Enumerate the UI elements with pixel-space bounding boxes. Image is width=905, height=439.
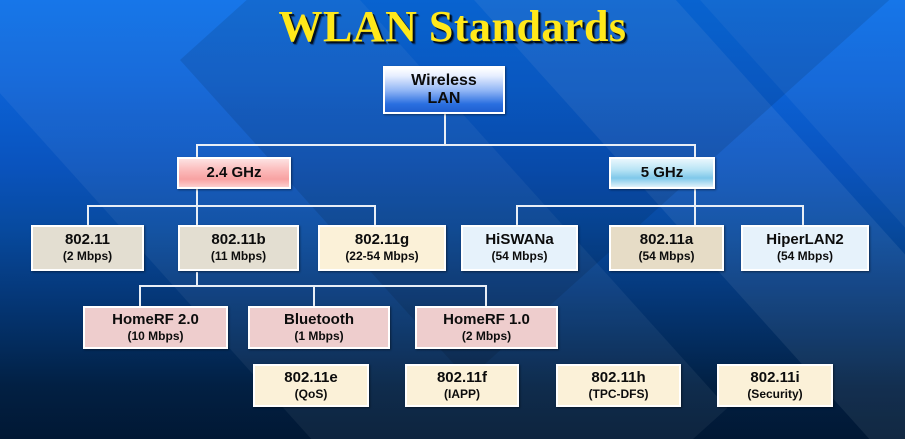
- node-802-11a[interactable]: 802.11a (54 Mbps): [609, 225, 724, 271]
- connector-2.4ghz-stem: [196, 188, 198, 206]
- connector-5ghz-stem: [694, 188, 696, 206]
- node-802-11e[interactable]: 802.11e (QoS): [253, 364, 369, 407]
- connector-to-homerf20: [139, 285, 141, 307]
- node-name: 802.11i: [750, 368, 800, 386]
- node-title-line1: Wireless: [411, 72, 477, 90]
- node-rate: (IAPP): [444, 386, 480, 401]
- node-rate: (1 Mbps): [294, 328, 344, 343]
- connector-to-homerf10: [485, 285, 487, 307]
- connector-to-802.11g: [374, 205, 376, 226]
- connector-to-hiswana: [516, 205, 518, 226]
- node-802-11b[interactable]: 802.11b (11 Mbps): [178, 225, 299, 271]
- node-rate: (TPC-DFS): [588, 386, 649, 401]
- node-name: HiperLAN2: [766, 231, 844, 249]
- connector-to-802.11a: [694, 205, 696, 226]
- node-band-2.4ghz[interactable]: 2.4 GHz: [177, 157, 291, 189]
- node-802-11g[interactable]: 802.11g (22-54 Mbps): [318, 225, 446, 271]
- node-rate: (2 Mbps): [461, 328, 512, 343]
- node-homerf-20[interactable]: HomeRF 2.0 (10 Mbps): [83, 306, 228, 349]
- connector-5ghz-bus: [516, 205, 804, 207]
- node-name: 802.11h: [591, 368, 646, 386]
- node-label: 2.4 GHz: [206, 163, 262, 181]
- node-name: Bluetooth: [284, 310, 354, 328]
- node-name: 802.11b: [211, 231, 266, 249]
- node-title-line2: LAN: [427, 90, 461, 107]
- node-label: 5 GHz: [640, 163, 684, 181]
- node-rate: (54 Mbps): [776, 249, 833, 264]
- node-name: HomeRF 1.0: [443, 310, 530, 328]
- node-rate: (10 Mbps): [127, 328, 184, 343]
- node-hiperlan2[interactable]: HiperLAN2 (54 Mbps): [741, 225, 869, 271]
- connector-to-802.11b: [196, 205, 198, 226]
- node-name: 802.11a: [639, 231, 694, 249]
- node-rate: (Security): [747, 386, 803, 401]
- node-name: 802.11e: [284, 368, 338, 386]
- connector-to-bluetooth: [313, 285, 315, 307]
- connector-to-802.11: [87, 205, 89, 226]
- connector-to-hiperlan2: [802, 205, 804, 226]
- node-bluetooth[interactable]: Bluetooth (1 Mbps): [248, 306, 390, 349]
- node-rate: (22-54 Mbps): [345, 249, 419, 264]
- node-rate: (11 Mbps): [210, 249, 267, 264]
- node-rate: (2 Mbps): [62, 249, 113, 264]
- connector-2.4ghz-bus: [87, 205, 376, 207]
- node-wireless-lan[interactable]: Wireless LAN: [383, 66, 505, 114]
- node-802-11h[interactable]: 802.11h (TPC-DFS): [556, 364, 681, 407]
- node-802-11i[interactable]: 802.11i (Security): [717, 364, 833, 407]
- node-802-11[interactable]: 802.11 (2 Mbps): [31, 225, 144, 271]
- node-rate: (QoS): [294, 386, 328, 401]
- connector-home-bus: [139, 285, 487, 287]
- node-rate: (54 Mbps): [491, 249, 548, 264]
- node-802-11f[interactable]: 802.11f (IAPP): [405, 364, 519, 407]
- connector-802.11b-stem: [196, 272, 198, 286]
- node-name: 802.11: [64, 231, 111, 249]
- node-name: 802.11g: [354, 231, 410, 249]
- node-name: HomeRF 2.0: [112, 310, 199, 328]
- node-rate: (54 Mbps): [638, 249, 695, 264]
- node-name: 802.11f: [436, 368, 488, 386]
- node-homerf-10[interactable]: HomeRF 1.0 (2 Mbps): [415, 306, 558, 349]
- node-hiswana[interactable]: HiSWANa (54 Mbps): [461, 225, 578, 271]
- connector-level1-bus: [196, 144, 696, 146]
- node-band-5ghz[interactable]: 5 GHz: [609, 157, 715, 189]
- page-title: WLAN Standards: [278, 2, 627, 51]
- connector-root-stem: [444, 113, 446, 145]
- node-name: HiSWANa: [485, 231, 554, 249]
